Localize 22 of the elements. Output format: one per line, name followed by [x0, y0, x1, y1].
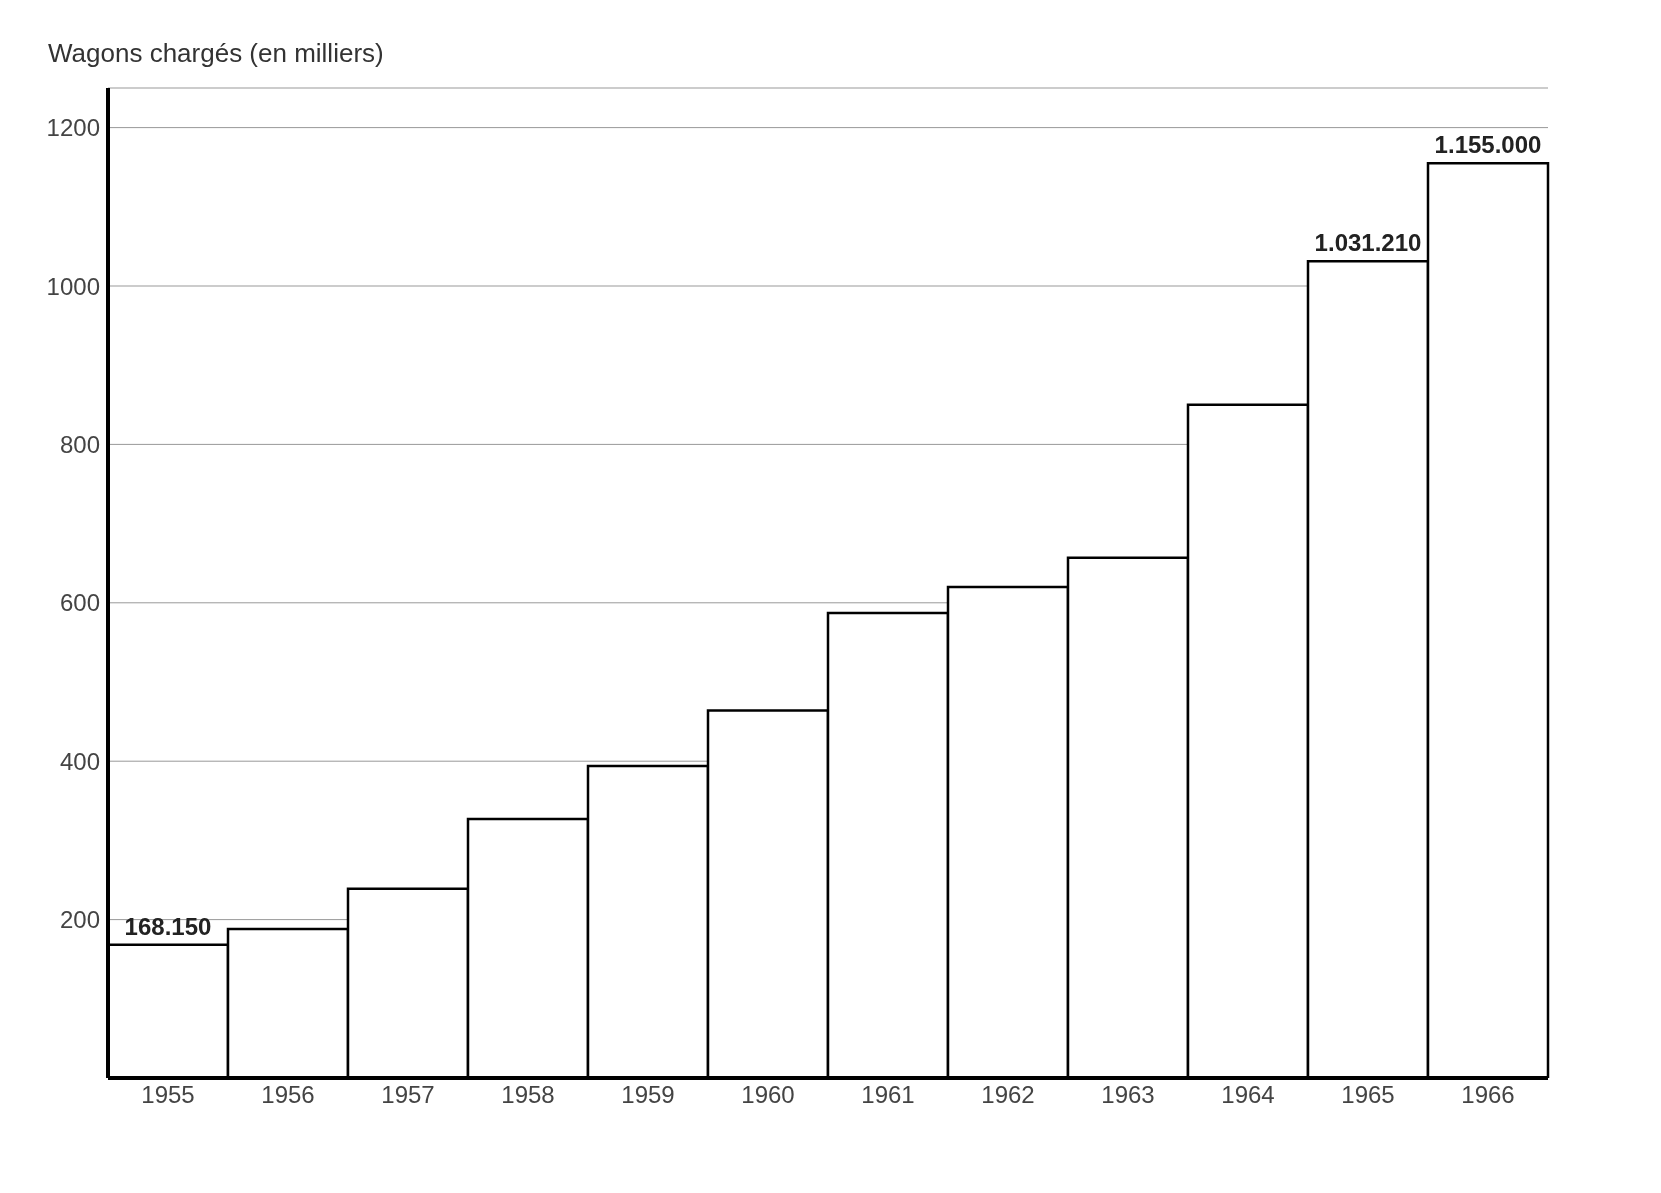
x-tick-label: 1963 — [1101, 1081, 1155, 1109]
x-tick-label: 1965 — [1341, 1081, 1395, 1109]
x-tick-label: 1964 — [1221, 1081, 1275, 1109]
y-tick-label: 1200 — [46, 114, 100, 142]
y-axis-title: Wagons chargés (en milliers) — [48, 38, 384, 69]
x-tick-label: 1960 — [741, 1081, 795, 1109]
x-tick-label: 1966 — [1461, 1081, 1515, 1109]
x-tick-label: 1959 — [621, 1081, 675, 1109]
annotation: 1.155.000 — [1434, 131, 1542, 159]
y-tick-label: 800 — [59, 430, 100, 458]
y-tick-label: 400 — [59, 747, 100, 775]
x-tick-label: 1961 — [861, 1081, 915, 1109]
y-tick-label: 600 — [59, 589, 100, 617]
y-tick-label: 1000 — [46, 272, 100, 300]
x-tick-label: 1957 — [381, 1081, 435, 1109]
x-tick-label: 1955 — [141, 1081, 195, 1109]
x-tick-label: 1962 — [981, 1081, 1035, 1109]
x-tick-label: 1956 — [261, 1081, 315, 1109]
annotation: 168.150 — [124, 912, 212, 940]
y-tick-label: 200 — [59, 906, 100, 934]
annotation: 1.031.210 — [1314, 229, 1422, 257]
x-tick-label: 1958 — [501, 1081, 555, 1109]
